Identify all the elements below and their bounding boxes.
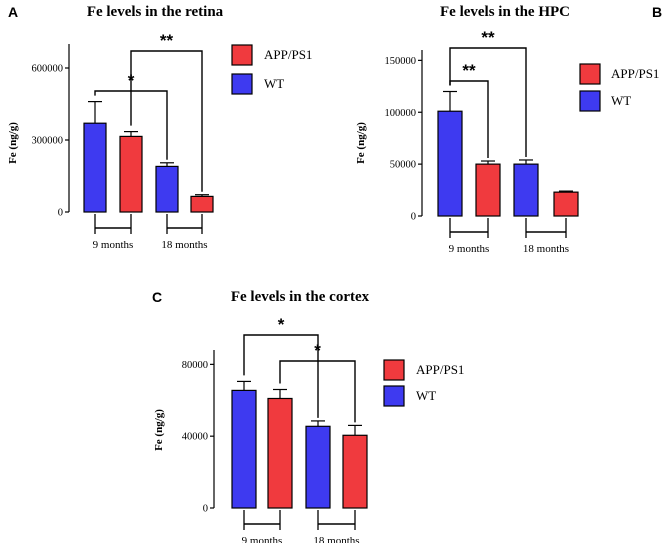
y-tick-label: 50000 <box>390 160 416 171</box>
bar-app-ps1-18-months <box>553 191 579 217</box>
legend-label-wt: WT <box>264 76 284 91</box>
y-tick-label: 0 <box>411 212 416 223</box>
legend-swatch-app-ps1 <box>579 63 601 85</box>
legend-label-wt: WT <box>416 388 436 403</box>
significance-label: ** <box>481 28 495 47</box>
group-label: 18 months <box>313 535 359 543</box>
bar-wt-9-months <box>437 110 463 217</box>
bar-app-ps1-18-months <box>342 434 368 509</box>
legend-label-wt: WT <box>611 93 631 108</box>
bar-wt-9-months <box>231 389 257 509</box>
legend: APP/PS1 WT <box>231 44 312 95</box>
legend-swatch-wt <box>231 73 253 95</box>
significance-bracket <box>243 334 319 418</box>
chart-title-cortex: Fe levels in the cortex <box>231 289 370 305</box>
y-tick-label: 0 <box>203 504 208 515</box>
panel-a: A Fe levels in the retina Fe (ng/g) 0 300… <box>7 4 312 251</box>
panel-c: C Fe levels in the cortex Fe (ng/g) 0 400… <box>152 289 464 543</box>
y-tick-label: 0 <box>58 208 63 219</box>
bar-wt-18-months <box>305 425 331 509</box>
y-tick-label: 40000 <box>182 432 208 443</box>
legend: APP/PS1 WT <box>383 359 464 407</box>
legend: APP/PS1 WT <box>579 63 659 112</box>
legend-label-app-ps1: APP/PS1 <box>416 362 464 377</box>
legend-label-app-ps1: APP/PS1 <box>611 66 659 81</box>
y-tick-label: 300000 <box>32 136 64 147</box>
bar-app-ps1-9-months <box>475 163 501 217</box>
significance-bracket <box>130 50 203 192</box>
group-label: 9 months <box>93 239 134 251</box>
y-tick-label: 80000 <box>182 360 208 371</box>
group-label: 18 months <box>523 243 569 255</box>
bar-app-ps1-18-months <box>190 195 214 213</box>
significance-label: * <box>314 341 321 360</box>
y-tick-label: 100000 <box>385 108 417 119</box>
bar-wt-18-months <box>155 165 179 213</box>
significance-label: * <box>278 315 285 334</box>
panel-b: B Fe levels in the HPC Fe (ng/g) 0 50000 1… <box>355 4 662 255</box>
significance-label: ** <box>160 31 174 50</box>
y-axis-label: Fe (ng/g) <box>153 409 165 451</box>
significance-bracket <box>279 360 356 423</box>
panel-letter-c: C <box>152 289 162 305</box>
chart-title-retina: Fe levels in the retina <box>87 4 224 20</box>
y-tick-label: 600000 <box>32 64 64 75</box>
group-label: 18 months <box>161 239 207 251</box>
legend-swatch-app-ps1 <box>383 359 405 381</box>
bar-wt-9-months <box>83 122 107 213</box>
panel-letter-a: A <box>8 4 18 20</box>
legend-swatch-wt <box>579 90 601 112</box>
group-label: 9 months <box>449 243 490 255</box>
y-axis-label: Fe (ng/g) <box>7 122 19 164</box>
legend-label-app-ps1: APP/PS1 <box>264 47 312 62</box>
bar-app-ps1-9-months <box>267 397 293 509</box>
legend-swatch-app-ps1 <box>231 44 253 66</box>
significance-label: ** <box>462 61 476 80</box>
y-tick-label: 150000 <box>385 56 417 67</box>
bar-app-ps1-9-months <box>119 135 143 213</box>
significance-bracket <box>449 47 527 157</box>
legend-swatch-wt <box>383 385 405 407</box>
chart-title-hpc: Fe levels in the HPC <box>440 4 570 20</box>
panel-letter-b: B <box>652 4 662 20</box>
group-label: 9 months <box>242 535 283 543</box>
bar-wt-18-months <box>513 163 539 217</box>
y-axis-label: Fe (ng/g) <box>355 122 367 164</box>
